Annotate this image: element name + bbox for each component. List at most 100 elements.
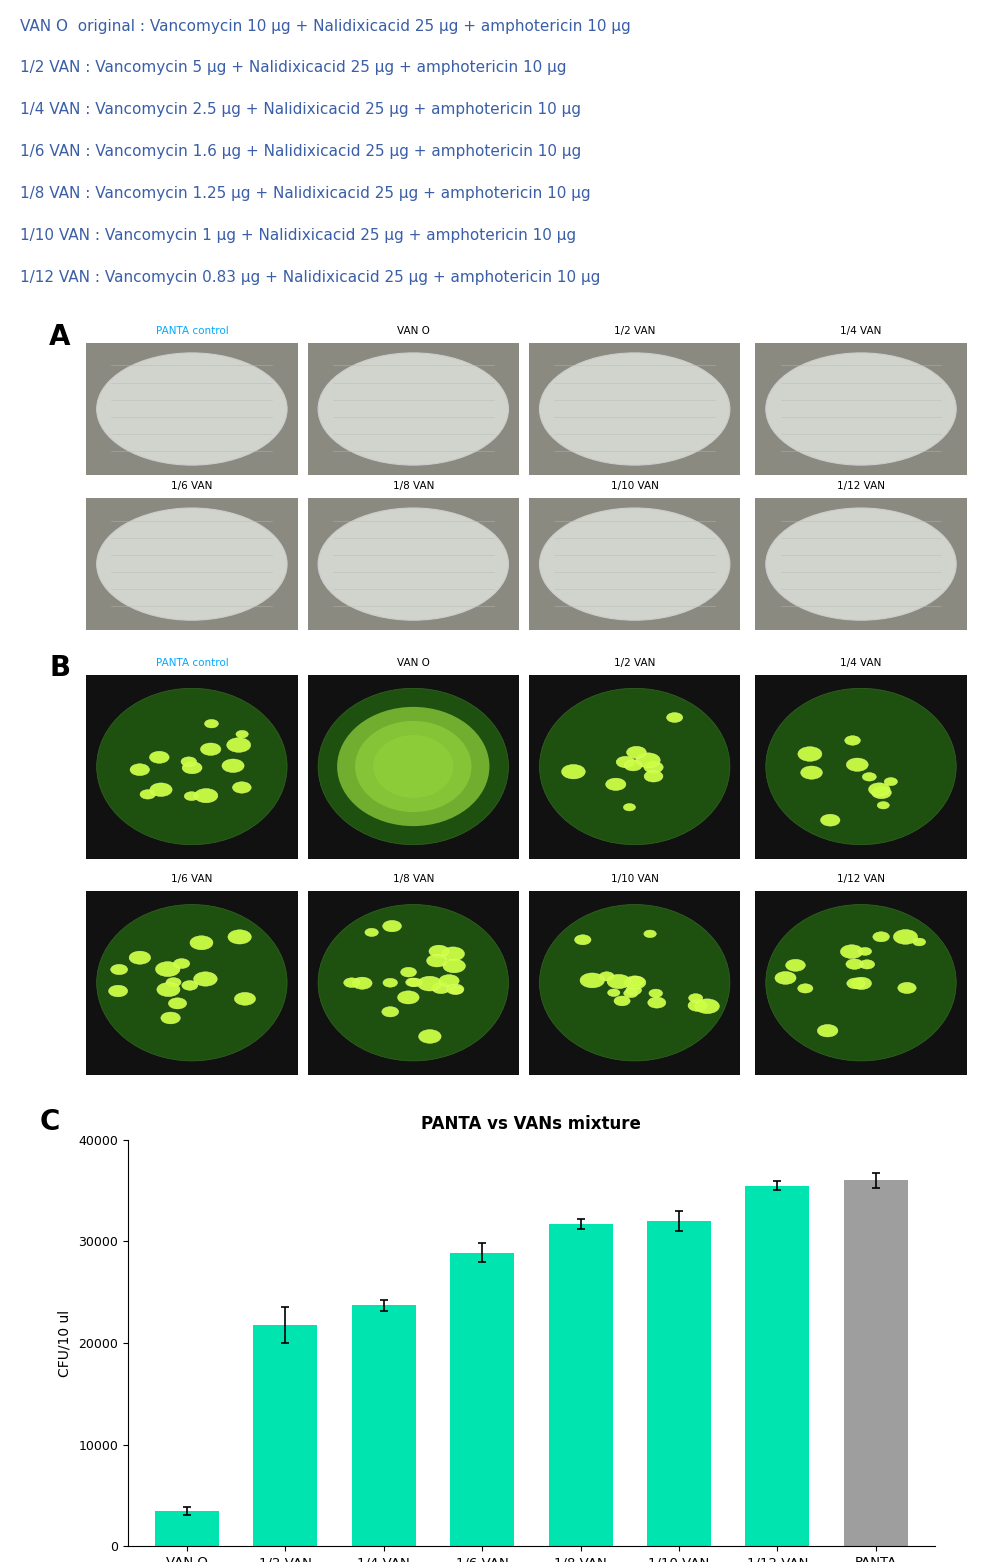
FancyBboxPatch shape — [756, 890, 966, 1075]
Ellipse shape — [893, 929, 918, 945]
Text: VAN O: VAN O — [397, 326, 430, 336]
Ellipse shape — [846, 959, 863, 970]
Ellipse shape — [234, 992, 256, 1006]
Ellipse shape — [173, 959, 190, 968]
FancyBboxPatch shape — [87, 344, 297, 475]
Ellipse shape — [624, 989, 638, 998]
FancyBboxPatch shape — [529, 498, 740, 629]
Ellipse shape — [150, 783, 172, 797]
Ellipse shape — [182, 981, 198, 990]
Text: 1/6 VAN: 1/6 VAN — [171, 873, 213, 884]
Ellipse shape — [798, 747, 822, 761]
Ellipse shape — [818, 1025, 838, 1037]
Ellipse shape — [166, 978, 181, 987]
Ellipse shape — [318, 508, 509, 620]
Bar — [844, 1181, 908, 1546]
Ellipse shape — [432, 982, 451, 993]
Bar — [549, 1225, 613, 1546]
Ellipse shape — [201, 744, 221, 756]
Ellipse shape — [318, 353, 509, 465]
Ellipse shape — [160, 1012, 180, 1023]
Ellipse shape — [232, 783, 251, 793]
Ellipse shape — [821, 814, 840, 826]
Ellipse shape — [616, 756, 635, 769]
Ellipse shape — [539, 353, 730, 465]
Ellipse shape — [400, 967, 416, 976]
Ellipse shape — [847, 978, 865, 989]
Ellipse shape — [383, 978, 398, 987]
Ellipse shape — [859, 959, 875, 968]
Ellipse shape — [96, 904, 287, 1061]
Ellipse shape — [648, 989, 662, 998]
Ellipse shape — [190, 936, 213, 950]
Ellipse shape — [150, 751, 169, 764]
Ellipse shape — [383, 920, 401, 933]
Ellipse shape — [869, 783, 891, 797]
Ellipse shape — [194, 972, 217, 986]
FancyBboxPatch shape — [87, 498, 297, 629]
FancyBboxPatch shape — [756, 344, 966, 475]
Ellipse shape — [96, 689, 287, 845]
Ellipse shape — [607, 975, 631, 989]
Ellipse shape — [605, 778, 626, 790]
Bar — [451, 1253, 515, 1546]
Ellipse shape — [205, 720, 218, 728]
Ellipse shape — [155, 962, 180, 976]
Ellipse shape — [429, 945, 449, 958]
FancyBboxPatch shape — [756, 498, 966, 629]
Ellipse shape — [442, 947, 464, 961]
FancyBboxPatch shape — [529, 675, 740, 859]
Ellipse shape — [624, 976, 646, 989]
Ellipse shape — [644, 929, 656, 937]
Ellipse shape — [844, 736, 860, 745]
Ellipse shape — [913, 939, 926, 947]
Ellipse shape — [666, 712, 683, 723]
Ellipse shape — [447, 984, 464, 995]
Ellipse shape — [318, 689, 509, 845]
Ellipse shape — [562, 764, 585, 779]
Ellipse shape — [775, 972, 796, 984]
Ellipse shape — [766, 508, 956, 620]
Bar — [155, 1510, 219, 1546]
Text: 1/2 VAN: 1/2 VAN — [614, 658, 655, 667]
Text: 1/8 VAN : Vancomycin 1.25 μg + Nalidixicacid 25 μg + amphotericin 10 μg: 1/8 VAN : Vancomycin 1.25 μg + Nalidixic… — [20, 186, 590, 201]
Ellipse shape — [355, 722, 471, 812]
Ellipse shape — [130, 764, 150, 776]
Text: C: C — [39, 1107, 60, 1136]
Ellipse shape — [872, 787, 892, 798]
FancyBboxPatch shape — [756, 675, 966, 859]
Text: 1/8 VAN: 1/8 VAN — [393, 481, 434, 492]
Ellipse shape — [407, 978, 422, 987]
Text: 1/12 VAN : Vancomycin 0.83 μg + Nalidixicacid 25 μg + amphotericin 10 μg: 1/12 VAN : Vancomycin 0.83 μg + Nalidixi… — [20, 270, 600, 284]
Ellipse shape — [575, 934, 591, 945]
Text: PANTA control: PANTA control — [155, 658, 228, 667]
Ellipse shape — [851, 978, 872, 990]
Ellipse shape — [398, 990, 419, 1004]
Text: 1/4 VAN : Vancomycin 2.5 μg + Nalidixicacid 25 μg + amphotericin 10 μg: 1/4 VAN : Vancomycin 2.5 μg + Nalidixica… — [20, 102, 581, 117]
Ellipse shape — [688, 1000, 707, 1011]
Text: 1/2 VAN: 1/2 VAN — [614, 326, 655, 336]
FancyBboxPatch shape — [308, 675, 520, 859]
Text: VAN O  original : Vancomycin 10 μg + Nalidixicacid 25 μg + amphotericin 10 μg: VAN O original : Vancomycin 10 μg + Nali… — [20, 19, 631, 34]
Text: 1/10 VAN : Vancomycin 1 μg + Nalidixicacid 25 μg + amphotericin 10 μg: 1/10 VAN : Vancomycin 1 μg + Nalidixicac… — [20, 228, 576, 242]
FancyBboxPatch shape — [87, 890, 297, 1075]
Ellipse shape — [365, 928, 379, 937]
Ellipse shape — [862, 773, 877, 781]
Ellipse shape — [108, 986, 128, 997]
Ellipse shape — [110, 964, 128, 975]
Ellipse shape — [623, 803, 636, 811]
Ellipse shape — [897, 982, 916, 993]
Ellipse shape — [885, 778, 897, 786]
Ellipse shape — [580, 973, 604, 987]
Text: A: A — [49, 323, 71, 351]
Text: 1/4 VAN: 1/4 VAN — [840, 326, 882, 336]
Ellipse shape — [614, 997, 630, 1006]
Ellipse shape — [873, 933, 890, 942]
FancyBboxPatch shape — [529, 344, 740, 475]
Ellipse shape — [766, 353, 956, 465]
Ellipse shape — [443, 959, 465, 973]
Ellipse shape — [236, 731, 248, 737]
Ellipse shape — [439, 975, 460, 987]
Text: PANTA control: PANTA control — [155, 326, 228, 336]
Ellipse shape — [627, 747, 646, 759]
